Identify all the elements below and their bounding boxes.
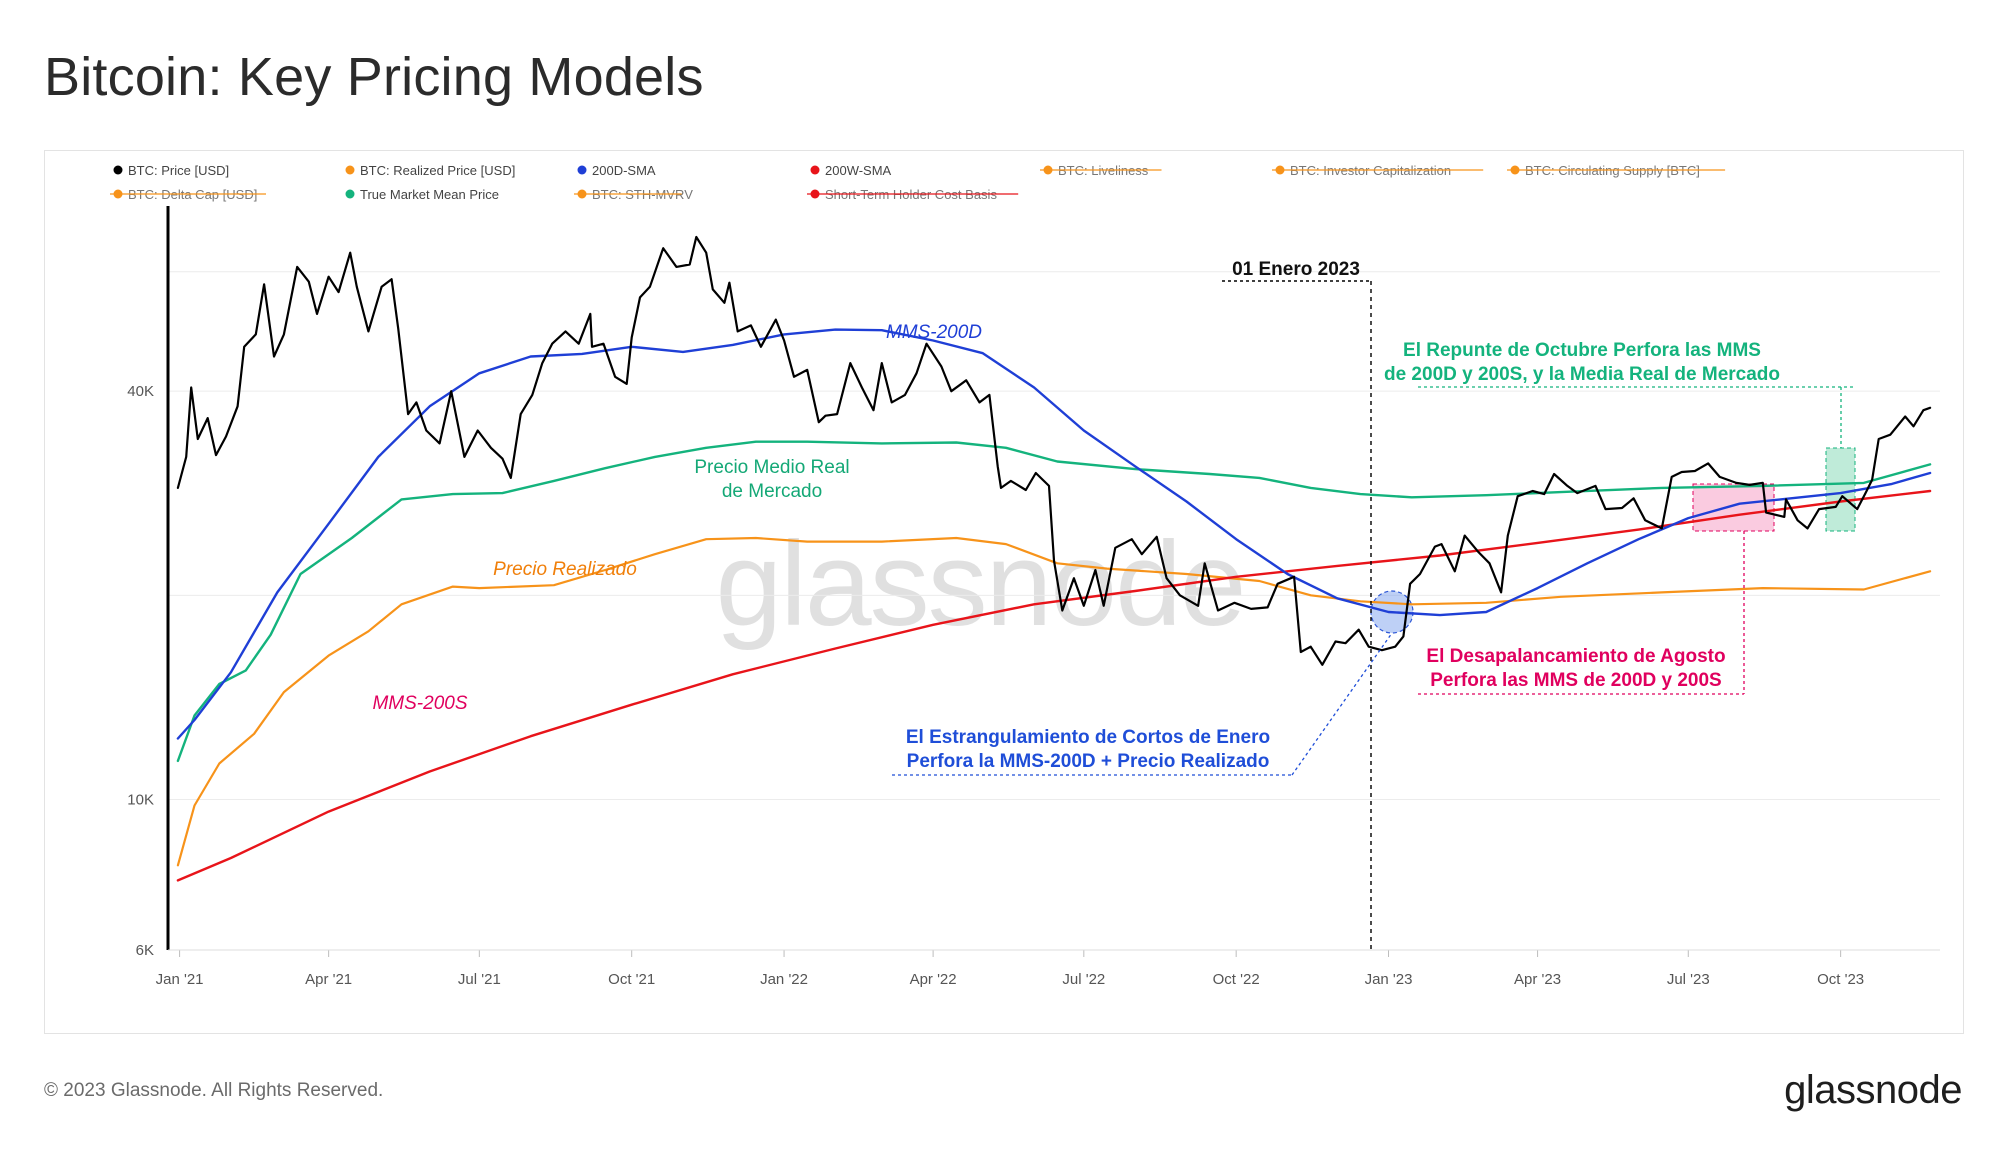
legend-item[interactable]: 200D-SMA bbox=[577, 163, 656, 178]
august-highlight bbox=[1692, 483, 1775, 532]
october-highlight bbox=[1825, 447, 1856, 532]
glassnode-logo: glassnode bbox=[1784, 1068, 1962, 1112]
october-note-line1: El Repunte de Octubre Perfora las MMS bbox=[1403, 340, 1761, 361]
x-tick-label: Oct '21 bbox=[608, 971, 655, 988]
august-note-line2: Perfora las MMS de 200D y 200S bbox=[1430, 670, 1721, 691]
x-tick-label: Oct '22 bbox=[1213, 971, 1260, 988]
y-tick-label: 6K bbox=[136, 942, 154, 959]
x-tick-label: Apr '23 bbox=[1514, 971, 1561, 988]
legend-item[interactable]: BTC: STH-MVRV bbox=[574, 187, 693, 202]
legend-label: BTC: Price [USD] bbox=[128, 163, 229, 178]
x-tick-label: Oct '23 bbox=[1817, 971, 1864, 988]
series-line-true-market-mean-price bbox=[176, 440, 1932, 763]
x-tick-label: Jul '21 bbox=[458, 971, 501, 988]
legend-item[interactable]: 200W-SMA bbox=[810, 163, 892, 178]
x-tick-label: Jan '23 bbox=[1365, 971, 1413, 988]
legend: BTC: Price [USD] BTC: Realized Price [USD… bbox=[110, 163, 1726, 202]
legend-marker bbox=[345, 165, 355, 175]
jan-2023-label: 01 Enero 2023 bbox=[1232, 259, 1360, 280]
mms200s-label: MMS-200S bbox=[372, 693, 467, 714]
legend-label: 200D-SMA bbox=[592, 163, 656, 178]
legend-label: 200W-SMA bbox=[825, 163, 892, 178]
january-note-line1: El Estrangulamiento de Cortos de Enero bbox=[906, 727, 1270, 748]
y-tick-label: 40K bbox=[127, 383, 154, 400]
legend-item[interactable]: BTC: Realized Price [USD] bbox=[345, 163, 516, 178]
watermark: glassnode bbox=[715, 517, 1244, 651]
january-note-connector bbox=[1291, 632, 1393, 776]
x-tick-label: Apr '21 bbox=[305, 971, 352, 988]
series-line-btc-realized-price-usd bbox=[176, 536, 1932, 867]
precio-medio-label-1: Precio Medio Real bbox=[694, 457, 849, 478]
legend-label: BTC: Realized Price [USD] bbox=[360, 163, 515, 178]
copyright-text: © 2023 Glassnode. All Rights Reserved. bbox=[44, 1080, 384, 1101]
precio-medio-label-2: de Mercado bbox=[722, 481, 822, 502]
october-note-line2: de 200D y 200S, y la Media Real de Merca… bbox=[1384, 364, 1780, 385]
january-note-line2: Perfora la MMS-200D + Precio Realizado bbox=[907, 751, 1270, 772]
legend-item[interactable]: BTC: Price [USD] bbox=[113, 163, 230, 178]
legend-item[interactable]: BTC: Circulating Supply [BTC] bbox=[1507, 163, 1726, 178]
y-tick-label: 10K bbox=[127, 792, 154, 809]
legend-item[interactable]: BTC: Liveliness bbox=[1040, 163, 1162, 178]
legend-item[interactable]: BTC: Delta Cap [USD] bbox=[110, 187, 266, 202]
legend-item[interactable]: BTC: Investor Capitalization bbox=[1272, 163, 1484, 178]
legend-marker bbox=[345, 189, 355, 199]
legend-label: True Market Mean Price bbox=[360, 187, 499, 202]
series-line-btc-price-usd bbox=[176, 235, 1932, 666]
y-axis: 6K 10K 40K bbox=[127, 383, 154, 959]
x-tick-label: Jul '23 bbox=[1667, 971, 1710, 988]
legend-marker bbox=[113, 165, 123, 175]
x-axis: Jan '21 Apr '21 Jul '21 Oct '21 Jan '22 Apr '… bbox=[156, 950, 1864, 988]
legend-marker bbox=[810, 165, 820, 175]
august-note-line1: El Desapalancamiento de Agosto bbox=[1426, 646, 1725, 667]
legend-item[interactable]: True Market Mean Price bbox=[345, 187, 499, 202]
x-tick-label: Jan '22 bbox=[760, 971, 808, 988]
x-tick-label: Apr '22 bbox=[910, 971, 957, 988]
precio-realizado-label: Precio Realizado bbox=[493, 559, 637, 580]
chart-panel bbox=[44, 150, 1964, 1034]
series-group bbox=[176, 235, 1932, 882]
x-tick-label: Jan '21 bbox=[156, 971, 204, 988]
page-title: Bitcoin: Key Pricing Models bbox=[44, 47, 704, 107]
legend-marker bbox=[577, 165, 587, 175]
x-tick-label: Jul '22 bbox=[1062, 971, 1105, 988]
legend-item[interactable]: Short-Term Holder Cost Basis bbox=[807, 187, 1019, 202]
series-line-200w-sma bbox=[176, 489, 1932, 882]
series-line-200d-sma bbox=[176, 328, 1932, 740]
mms200d-label: MMS-200D bbox=[886, 322, 982, 343]
